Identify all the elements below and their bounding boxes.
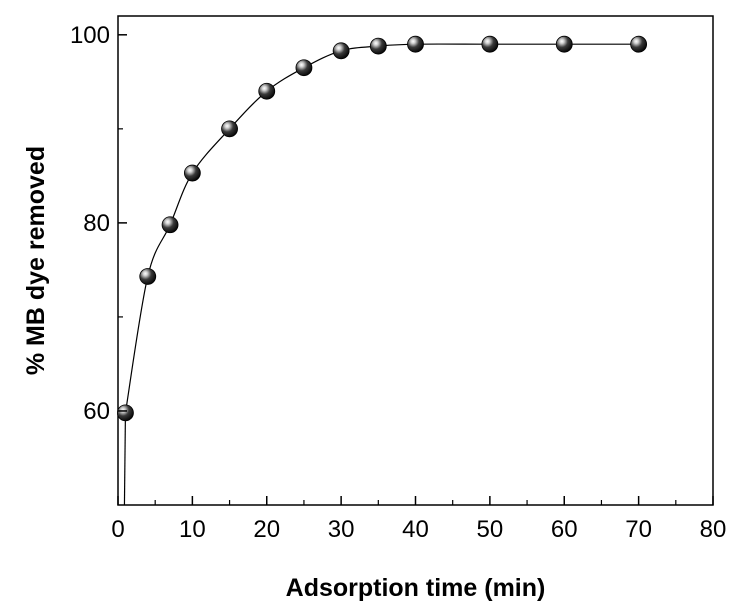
- x-tick-label: 80: [700, 516, 727, 543]
- y-tick-label: 80: [83, 210, 110, 237]
- data-point: [369, 37, 387, 55]
- x-tick-label: 60: [551, 516, 578, 543]
- data-point: [161, 216, 179, 234]
- lead-in-line: [123, 412, 127, 506]
- data-points: [117, 35, 648, 422]
- lead-in-segment: [123, 412, 127, 506]
- data-point: [555, 35, 573, 53]
- x-axis: 0 10 20 30 40 50 60 70 80: [111, 496, 726, 543]
- data-point: [139, 268, 157, 285]
- x-tick-label: 10: [179, 516, 206, 543]
- data-point: [332, 42, 350, 60]
- x-tick-label: 40: [402, 516, 429, 543]
- x-tick-label: 70: [625, 516, 652, 543]
- data-point: [481, 35, 499, 53]
- data-point: [117, 404, 134, 422]
- x-axis-title: Adsorption time (min): [286, 574, 546, 602]
- data-point: [295, 59, 313, 77]
- y-axis: 60 80 100: [70, 22, 127, 425]
- x-tick-label: 0: [111, 516, 124, 543]
- y-tick-label: 60: [83, 398, 110, 425]
- data-point: [630, 35, 648, 53]
- plot-area: [117, 15, 714, 506]
- y-tick-label: 100: [70, 22, 110, 49]
- plot-frame: [117, 15, 714, 506]
- x-tick-label: 30: [328, 516, 355, 543]
- data-point: [407, 35, 424, 53]
- series-line: [124, 43, 639, 413]
- x-tick-label: 20: [253, 516, 280, 543]
- data-point: [258, 82, 276, 100]
- data-point: [183, 164, 201, 182]
- y-axis-title: % MB dye removed: [22, 146, 50, 375]
- data-point: [221, 120, 238, 138]
- x-tick-label: 50: [477, 516, 504, 543]
